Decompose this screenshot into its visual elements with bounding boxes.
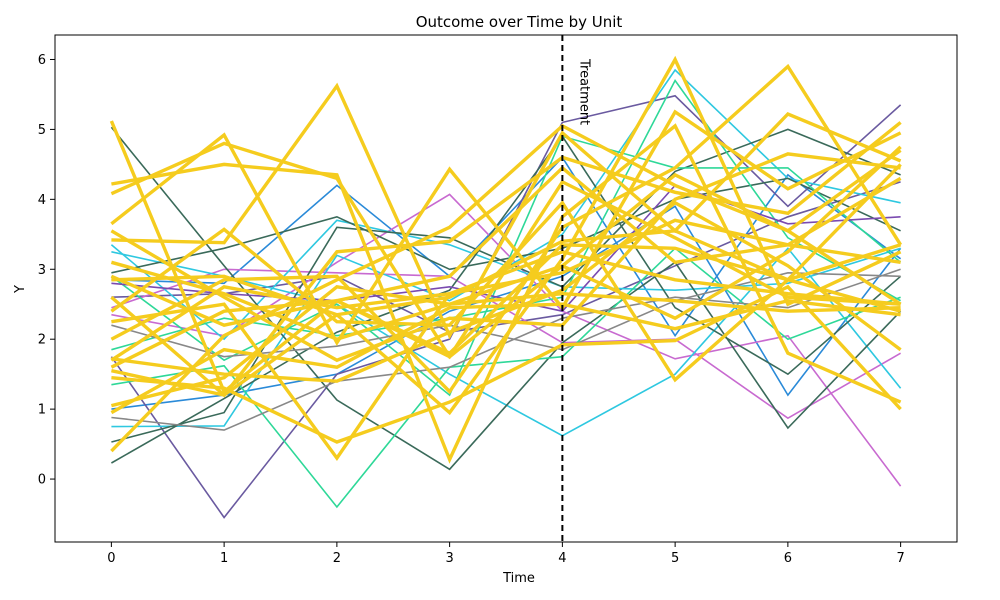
treated-series-line-15 bbox=[110, 145, 902, 408]
treated-series-line-17 bbox=[110, 123, 902, 453]
y-tick-label: 6 bbox=[38, 53, 46, 68]
x-tick-label: 6 bbox=[784, 551, 792, 566]
treated-series-line-21 bbox=[111, 229, 902, 397]
treated-series-line-20 bbox=[110, 152, 901, 363]
x-tick-label: 5 bbox=[671, 551, 679, 566]
x-tick-label: 4 bbox=[558, 551, 566, 566]
control-series-line-1 bbox=[111, 156, 902, 338]
treated-series-line-5 bbox=[111, 82, 902, 340]
x-tick-label: 7 bbox=[896, 551, 904, 566]
y-tick-label: 0 bbox=[38, 473, 46, 488]
plot-frame bbox=[54, 34, 958, 543]
y-axis-label: Y bbox=[13, 285, 28, 294]
control-series-line-13 bbox=[111, 177, 901, 274]
x-axis: 0 1 2 3 4 5 6 7 bbox=[107, 542, 905, 566]
x-tick-label: 2 bbox=[333, 551, 341, 566]
treated-series-line-18 bbox=[110, 250, 901, 362]
y-tick-label: 2 bbox=[38, 333, 46, 348]
treated-series-line-8 bbox=[110, 121, 902, 398]
y-tick-label: 1 bbox=[38, 403, 46, 418]
treated-series-line-12 bbox=[111, 200, 902, 383]
treated-series-line-14 bbox=[111, 284, 902, 444]
y-tick-label: 4 bbox=[38, 193, 46, 208]
control-series-line-5 bbox=[111, 193, 902, 487]
control-series-line-10 bbox=[110, 126, 902, 471]
control-series-line-11 bbox=[111, 134, 902, 464]
series-layer bbox=[109, 55, 903, 519]
x-axis-label: Time bbox=[502, 571, 535, 586]
treated-series-line-16 bbox=[110, 298, 901, 415]
y-axis: 0 1 2 3 4 5 6 bbox=[38, 53, 55, 488]
chart-title: Outcome over Time by Unit bbox=[416, 13, 623, 31]
x-tick-label: 0 bbox=[107, 551, 115, 566]
control-series-line-14 bbox=[111, 247, 901, 509]
x-tick-label: 1 bbox=[220, 551, 228, 566]
x-tick-label: 3 bbox=[445, 551, 453, 566]
y-tick-label: 3 bbox=[38, 263, 46, 278]
treatment-label: Treatment bbox=[576, 58, 591, 125]
y-tick-label: 5 bbox=[38, 123, 46, 138]
treated-series-line-19 bbox=[110, 165, 901, 327]
treated-series-line-4 bbox=[110, 109, 902, 347]
control-series-line-3 bbox=[110, 94, 902, 519]
